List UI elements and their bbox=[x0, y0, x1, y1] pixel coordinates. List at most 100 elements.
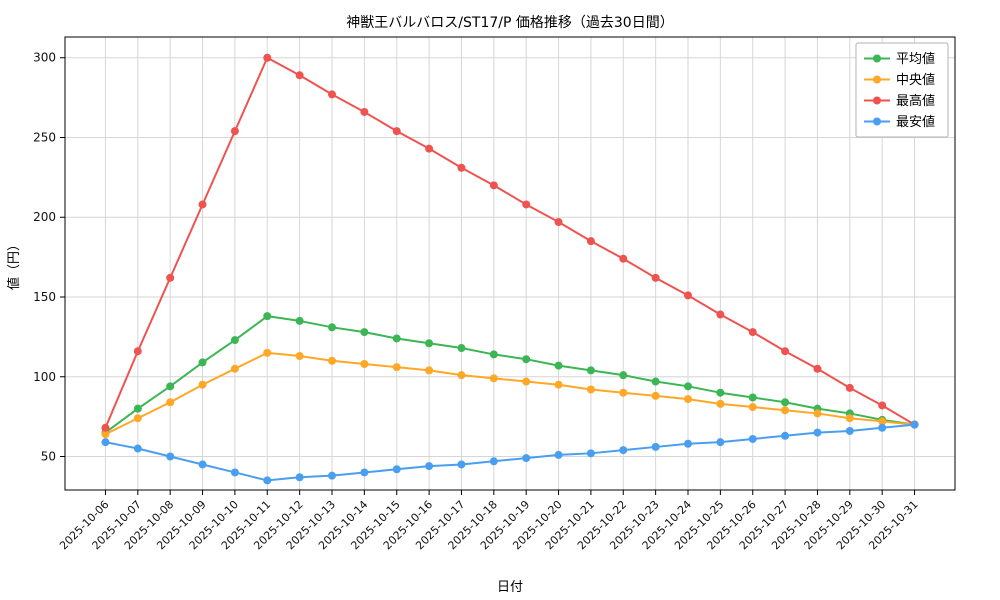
y-axis: 50 100 150 200 250 300 bbox=[33, 51, 65, 464]
data-point bbox=[263, 348, 272, 357]
data-point bbox=[457, 344, 466, 353]
data-point bbox=[425, 339, 434, 348]
data-point bbox=[619, 446, 628, 455]
data-point bbox=[651, 391, 660, 400]
data-point bbox=[166, 398, 175, 407]
x-axis: 2025-10-062025-10-072025-10-082025-10-09… bbox=[57, 490, 921, 552]
data-point bbox=[781, 347, 790, 356]
data-point bbox=[425, 366, 434, 375]
chart-title: 神獣王バルバロス/ST17/P 価格推移（過去30日間） bbox=[346, 15, 674, 31]
data-point bbox=[166, 452, 175, 461]
series-line bbox=[104, 423, 916, 482]
legend-item-最安値: 最安値 bbox=[864, 114, 935, 130]
data-point bbox=[133, 404, 142, 413]
data-point bbox=[845, 426, 854, 435]
data-point bbox=[781, 431, 790, 440]
data-point bbox=[489, 350, 498, 359]
data-point bbox=[522, 200, 531, 209]
series-最安値 bbox=[101, 420, 919, 485]
data-point bbox=[360, 359, 369, 368]
data-point bbox=[554, 361, 563, 370]
data-point bbox=[360, 107, 369, 116]
data-point bbox=[328, 323, 336, 332]
data-point bbox=[230, 364, 239, 373]
data-point bbox=[878, 401, 887, 410]
y-tick-label: 200 bbox=[33, 210, 56, 224]
data-point bbox=[651, 442, 660, 451]
data-point bbox=[716, 399, 725, 408]
legend-label: 最安値 bbox=[896, 114, 935, 130]
legend-item-平均値: 平均値 bbox=[864, 51, 935, 67]
x-axis-label: 日付 bbox=[496, 580, 523, 595]
y-tick-label: 150 bbox=[33, 290, 56, 304]
data-point bbox=[522, 355, 531, 364]
data-point bbox=[101, 423, 110, 432]
legend-marker bbox=[873, 117, 881, 126]
data-point bbox=[748, 393, 757, 402]
y-tick-label: 50 bbox=[41, 450, 56, 464]
data-point bbox=[878, 423, 887, 432]
y-tick-label: 300 bbox=[33, 51, 56, 65]
series-line bbox=[104, 351, 916, 436]
data-point bbox=[230, 468, 239, 477]
data-point bbox=[101, 438, 110, 447]
data-point bbox=[101, 430, 110, 439]
data-point bbox=[651, 377, 660, 386]
data-point bbox=[166, 382, 175, 391]
data-point bbox=[684, 439, 692, 448]
data-point bbox=[813, 428, 822, 437]
data-point bbox=[748, 434, 757, 443]
data-point bbox=[457, 371, 466, 380]
data-point bbox=[586, 237, 595, 246]
data-point bbox=[813, 409, 822, 418]
data-point bbox=[133, 414, 142, 423]
data-point bbox=[295, 316, 304, 325]
data-point bbox=[684, 291, 692, 300]
data-point bbox=[489, 181, 498, 190]
data-point bbox=[425, 462, 434, 471]
y-tick-label: 100 bbox=[33, 370, 56, 384]
data-point bbox=[133, 347, 142, 356]
legend-box bbox=[855, 42, 949, 138]
data-point bbox=[651, 273, 660, 282]
data-point bbox=[781, 406, 790, 415]
data-point bbox=[684, 382, 692, 391]
series-line bbox=[104, 56, 916, 429]
legend-marker bbox=[873, 75, 881, 84]
data-point bbox=[198, 358, 207, 367]
data-point bbox=[392, 363, 401, 372]
series-中央値 bbox=[101, 348, 919, 439]
plot-border bbox=[64, 36, 956, 491]
data-point bbox=[166, 273, 175, 282]
data-point bbox=[263, 476, 272, 485]
data-point bbox=[522, 454, 531, 463]
data-point bbox=[457, 163, 466, 172]
data-point bbox=[198, 460, 207, 469]
data-point bbox=[554, 380, 563, 389]
data-point bbox=[910, 420, 919, 429]
data-point bbox=[489, 457, 498, 466]
data-point bbox=[522, 377, 531, 386]
data-point bbox=[230, 336, 239, 345]
data-point bbox=[392, 127, 401, 136]
data-point bbox=[230, 127, 239, 136]
data-point bbox=[716, 388, 725, 397]
data-point bbox=[328, 90, 336, 99]
data-point bbox=[263, 312, 272, 321]
data-point bbox=[457, 460, 466, 469]
data-point bbox=[684, 395, 692, 404]
series-最高値 bbox=[101, 53, 919, 432]
data-point bbox=[554, 450, 563, 459]
data-point bbox=[748, 403, 757, 412]
data-point bbox=[586, 366, 595, 375]
data-point bbox=[133, 444, 142, 453]
data-point bbox=[489, 374, 498, 383]
data-point bbox=[198, 200, 207, 209]
data-point bbox=[360, 468, 369, 477]
legend-label: 平均値 bbox=[896, 51, 935, 67]
data-point bbox=[716, 310, 725, 319]
data-point bbox=[328, 471, 336, 480]
